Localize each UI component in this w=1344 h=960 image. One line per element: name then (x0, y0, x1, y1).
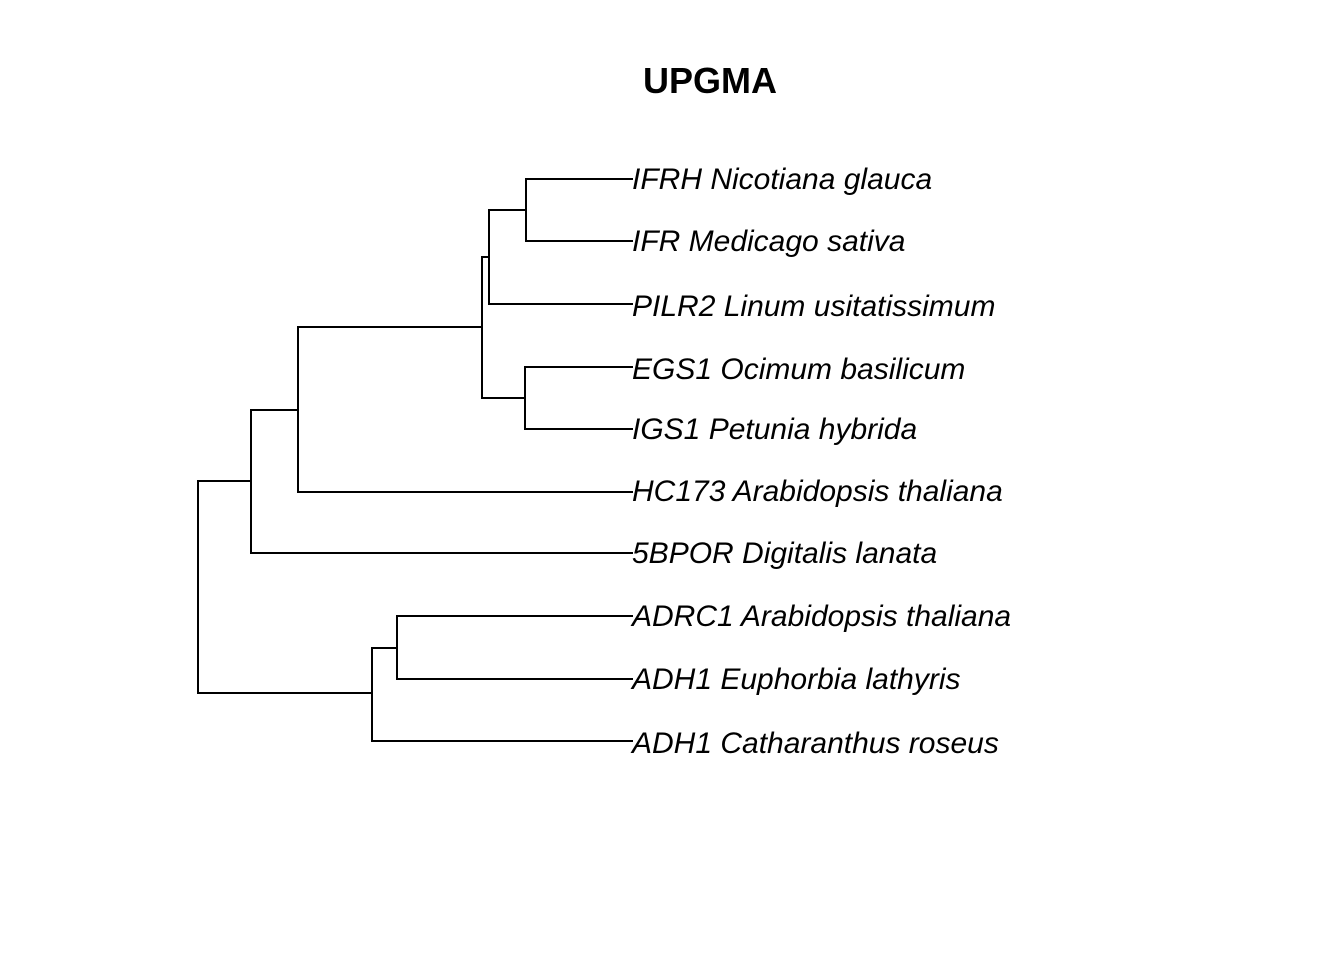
branch-node-upper-clusters (297, 256, 483, 399)
leaf-label: PILR2 Linum usitatissimum (632, 290, 995, 323)
leaf-label: ADH1 Euphorbia lathyris (630, 663, 961, 696)
leaf-label: IFR Medicago sativa (632, 225, 905, 258)
branch-node-egs1-igs1 (481, 366, 526, 430)
branch-node-ifrh-ifr (488, 178, 527, 242)
leaf-label: ADRC1 Arabidopsis thaliana (630, 600, 1011, 633)
branch-node-adrc1-adh1 (371, 615, 398, 680)
branch-node-hc173-join (250, 326, 299, 493)
leaf-label: IFRH Nicotiana glauca (632, 163, 932, 196)
branch-node-5bpor-join (197, 409, 252, 554)
leaf-label: HC173 Arabidopsis thaliana (632, 475, 1003, 508)
leaf-label: IGS1 Petunia hybrida (632, 413, 917, 446)
dendrogram-title: UPGMA (643, 60, 777, 101)
leaf-label: EGS1 Ocimum basilicum (632, 353, 965, 386)
branch-node-pilr2-join (481, 209, 490, 305)
tree-branches (197, 178, 633, 742)
leaf-label: 5BPOR Digitalis lanata (632, 537, 937, 570)
leaf-label: ADH1 Catharanthus roseus (630, 727, 999, 760)
branch-node-adh-cluster (197, 647, 373, 742)
leaf-labels: IFRH Nicotiana glauca IFR Medicago sativ… (630, 163, 1011, 760)
